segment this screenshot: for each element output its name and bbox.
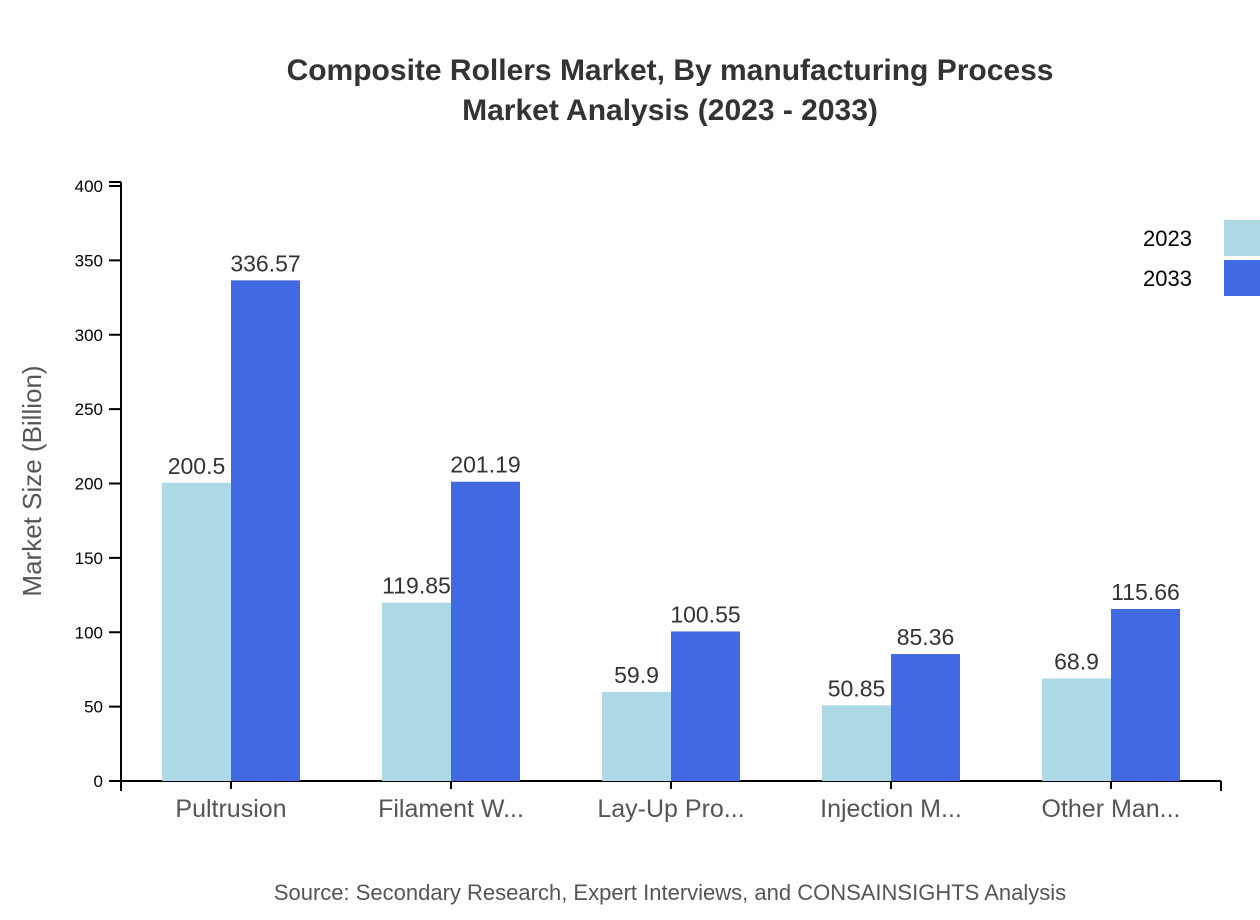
y-tick-label: 150 [75,549,103,568]
legend-swatch-2023 [1224,220,1260,256]
legend-label: 2023 [1143,226,1192,251]
bar-2033 [1111,608,1180,781]
y-tick-label: 200 [75,475,103,494]
y-axis-label: Market Size (Billion) [17,365,47,596]
y-tick-label: 400 [75,177,103,196]
y-axis: 0 50 100 150 200 250 300 350 400 [75,177,122,791]
bar-2033 [671,631,740,781]
bar-2023 [602,691,671,781]
legend-swatch-2033 [1224,260,1260,296]
data-label: 50.85 [828,675,886,701]
bar-2033 [891,654,960,781]
bar-2023 [1042,678,1111,781]
legend: 2023 2033 [1143,220,1260,296]
y-tick-label: 0 [94,772,103,791]
y-tick-label: 300 [75,326,103,345]
data-label: 85.36 [897,624,955,650]
y-tick-label: 100 [75,623,103,642]
x-tick-label: Filament W... [378,795,524,823]
bar-2023 [382,602,451,781]
y-tick-label: 50 [84,698,103,717]
chart-title-line-2: Market Analysis (2023 - 2033) [462,94,878,127]
source-note: Source: Secondary Research, Expert Inter… [274,880,1066,905]
bar-2033 [451,481,520,781]
data-label: 115.66 [1111,579,1180,605]
data-label: 68.9 [1054,649,1099,675]
x-tick-label: Pultrusion [175,795,286,823]
y-tick-label: 250 [75,400,103,419]
x-axis: Pultrusion Filament W... Lay-Up Pro... Inje… [120,780,1222,823]
bars: 200.5 336.57 119.85 201.19 59.9 100.55 50.85 85… [162,250,1180,781]
data-label: 59.9 [614,662,659,688]
x-tick-label: Lay-Up Pro... [597,795,744,823]
chart-title-line-1: Composite Rollers Market, By manufacturi… [287,54,1054,87]
x-tick-label: Injection M... [820,795,962,823]
y-tick-label: 350 [75,251,103,270]
x-tick-label: Other Man... [1042,795,1181,823]
legend-label: 2033 [1143,266,1192,291]
data-label: 119.85 [382,573,451,599]
data-label: 100.55 [670,601,740,627]
data-label: 336.57 [230,250,300,276]
data-label: 200.5 [168,453,226,479]
bar-2033 [231,280,300,781]
data-label: 201.19 [450,452,520,478]
bar-2023 [822,705,891,781]
bar-2023 [162,482,231,781]
